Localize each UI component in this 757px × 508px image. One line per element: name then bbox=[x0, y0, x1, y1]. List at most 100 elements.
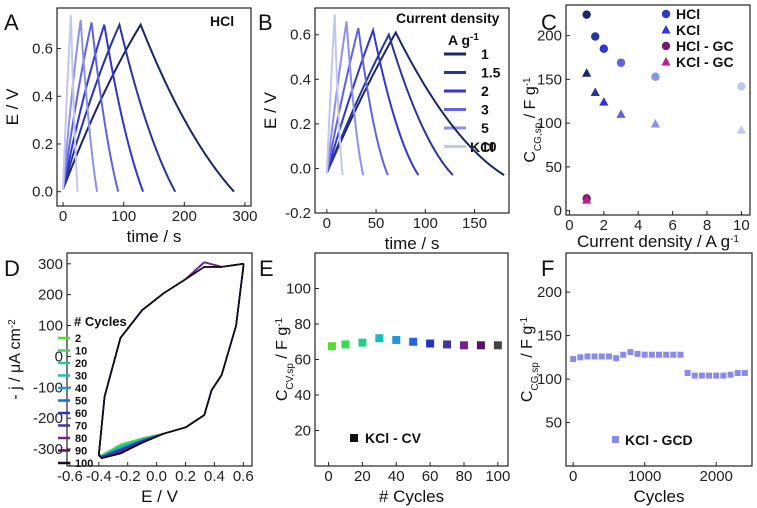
cv-curve-80 bbox=[98, 261, 245, 459]
legend-entry: 70 bbox=[75, 421, 87, 433]
legend-entry: 10 bbox=[75, 346, 87, 358]
cv-curve-20 bbox=[98, 261, 245, 457]
legend-marker bbox=[350, 434, 358, 442]
gcd-curve-31 bbox=[62, 22, 120, 192]
legend-entry: KCl bbox=[676, 22, 700, 38]
data-point bbox=[598, 353, 605, 360]
gcd-curve-2 bbox=[325, 26, 420, 176]
x-tick-label: 0.6 bbox=[233, 468, 254, 485]
data-point bbox=[620, 351, 627, 358]
data-point bbox=[734, 369, 741, 376]
y-tick-label: 100 bbox=[286, 281, 311, 298]
data-point bbox=[663, 351, 670, 358]
cv-curve-70 bbox=[98, 261, 245, 459]
y-axis-label: CCV,sp / F g-1 bbox=[274, 317, 296, 401]
y-axis-label: CCG,sp / F g-1 bbox=[519, 316, 541, 402]
data-point bbox=[599, 97, 609, 106]
x-tick-label: 0.2 bbox=[175, 468, 196, 485]
data-point bbox=[582, 10, 591, 19]
x-tick-label: 100 bbox=[485, 468, 510, 485]
legend-entry: 90 bbox=[75, 446, 87, 458]
plot-frame bbox=[56, 7, 252, 207]
data-point bbox=[713, 372, 720, 379]
data-point bbox=[684, 369, 691, 376]
data-point bbox=[358, 338, 367, 347]
plot-frame bbox=[565, 4, 751, 216]
data-point bbox=[720, 372, 727, 379]
legend-marker bbox=[661, 9, 671, 19]
data-point bbox=[582, 195, 592, 204]
x-tick-label: 2000 bbox=[700, 468, 733, 485]
panel-label: F bbox=[541, 256, 554, 281]
panel-label: D bbox=[4, 256, 20, 281]
y-axis-label: E / V bbox=[3, 88, 22, 126]
x-tick-label: 0 bbox=[569, 468, 577, 485]
gcd-curve-101 bbox=[62, 15, 79, 192]
panel-label: E bbox=[259, 256, 274, 281]
gcd-curve-1 bbox=[325, 30, 505, 176]
x-tick-label: 0.4 bbox=[204, 468, 225, 485]
y-tick-label: 150 bbox=[537, 328, 562, 345]
data-point bbox=[591, 353, 598, 360]
x-tick-label: 300 bbox=[232, 208, 257, 225]
data-point bbox=[375, 334, 384, 343]
legend-units: A g-1 bbox=[448, 32, 479, 49]
data-point bbox=[570, 356, 577, 363]
legend-marker bbox=[661, 25, 671, 34]
x-axis-label: time / s bbox=[127, 227, 182, 246]
y-tick-label: 200 bbox=[38, 287, 63, 304]
plot-frame bbox=[314, 7, 510, 214]
legend-entry: KCl - CV bbox=[365, 430, 422, 446]
x-tick-label: 80 bbox=[456, 468, 473, 485]
legend-marker bbox=[612, 436, 619, 443]
data-point bbox=[493, 341, 502, 350]
data-point bbox=[590, 87, 600, 96]
x-tick-label: 6 bbox=[668, 217, 676, 234]
cv-curve-90 bbox=[98, 263, 245, 459]
y-tick-label: 200 bbox=[537, 284, 562, 301]
y-tick-label: -300 bbox=[33, 441, 63, 458]
data-point bbox=[443, 340, 452, 349]
y-axis-label: E / V bbox=[261, 91, 280, 129]
x-tick-label: 0 bbox=[59, 208, 67, 225]
cv-curve-40 bbox=[98, 261, 245, 458]
data-point bbox=[727, 371, 734, 378]
legend-marker bbox=[661, 57, 671, 66]
data-point bbox=[741, 369, 748, 376]
data-point bbox=[706, 372, 713, 379]
x-tick-label: 2 bbox=[600, 217, 608, 234]
data-point bbox=[656, 351, 662, 358]
data-point bbox=[698, 372, 705, 379]
x-tick-label: 0 bbox=[565, 217, 573, 234]
x-tick-label: 0.0 bbox=[146, 468, 167, 485]
data-point bbox=[591, 32, 600, 41]
cv-curve-30 bbox=[98, 261, 245, 457]
legend-entry: 2 bbox=[481, 83, 489, 99]
y-tick-label: 0.0 bbox=[290, 160, 311, 177]
legend-entry: 3 bbox=[481, 102, 489, 118]
data-point bbox=[641, 351, 648, 358]
data-point bbox=[616, 109, 626, 118]
legend-entry: 80 bbox=[75, 433, 87, 445]
x-axis-label: time / s bbox=[385, 234, 440, 253]
gcd-curve-1.51 bbox=[62, 21, 177, 193]
data-point bbox=[616, 58, 626, 67]
data-point bbox=[327, 342, 336, 351]
y-tick-label: 100 bbox=[38, 318, 63, 335]
x-tick-label: 0 bbox=[323, 215, 331, 232]
y-tick-label: 0.4 bbox=[32, 88, 53, 105]
legend-entry: 30 bbox=[75, 371, 87, 383]
x-tick-label: -0.4 bbox=[86, 468, 112, 485]
data-point bbox=[605, 353, 612, 360]
data-point bbox=[651, 72, 660, 81]
x-tick-label: 100 bbox=[111, 208, 136, 225]
legend-entry: 40 bbox=[75, 383, 87, 395]
y-axis-label: - j / μA cm-2 bbox=[7, 319, 25, 400]
legend-entry: 20 bbox=[75, 358, 87, 370]
x-tick-label: -0.2 bbox=[115, 468, 141, 485]
plot-frame bbox=[66, 252, 253, 467]
panel-d: -0.6 -0.4 -0.2 0.0 0.2 0.4 0.6 -300 -200 -100 0 100… bbox=[4, 252, 254, 506]
x-tick-label: 20 bbox=[354, 468, 371, 485]
cv-curve-2 bbox=[98, 263, 245, 456]
x-axis-label: Cycles bbox=[633, 487, 684, 506]
